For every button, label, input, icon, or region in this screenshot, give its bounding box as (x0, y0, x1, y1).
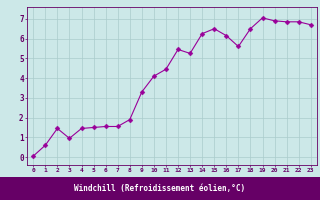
Text: Windchill (Refroidissement éolien,°C): Windchill (Refroidissement éolien,°C) (75, 184, 245, 194)
